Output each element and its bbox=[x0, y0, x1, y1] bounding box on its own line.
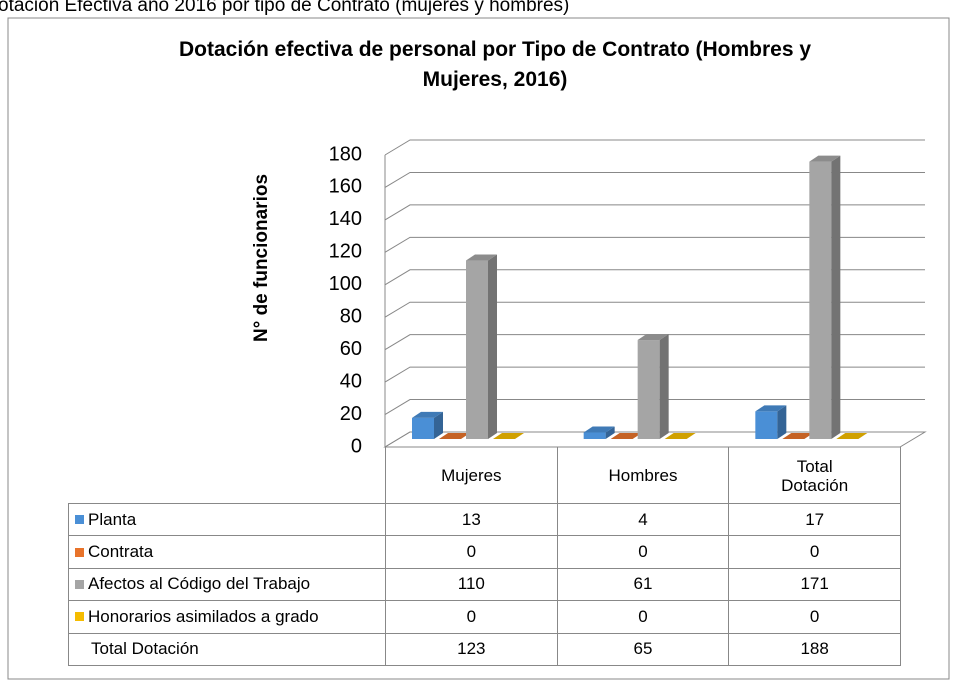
bar-top bbox=[610, 433, 642, 439]
bar bbox=[637, 334, 669, 439]
legend-key bbox=[75, 612, 84, 622]
legend-key bbox=[75, 547, 84, 557]
bar bbox=[782, 433, 814, 439]
bar-front bbox=[755, 411, 778, 439]
grid-line bbox=[384, 269, 925, 286]
table-cell: 0 bbox=[385, 535, 558, 569]
grid-line bbox=[384, 204, 925, 221]
bar-side bbox=[488, 254, 497, 439]
table-cell: 0 bbox=[728, 535, 901, 569]
category-header: Hombres bbox=[556, 447, 730, 504]
grid-line bbox=[384, 301, 925, 318]
bar-front bbox=[466, 260, 488, 439]
bar bbox=[583, 426, 615, 439]
bar bbox=[755, 405, 787, 439]
bar-side bbox=[605, 426, 615, 439]
table-row-label: Honorarios asimilados a grado bbox=[68, 600, 386, 634]
bar-side bbox=[434, 411, 443, 439]
bar bbox=[809, 155, 841, 439]
y-tick-label: 60 bbox=[340, 338, 362, 360]
y-tick-label: 180 bbox=[329, 143, 362, 165]
y-tick-label: 140 bbox=[329, 208, 362, 230]
bar bbox=[664, 433, 696, 439]
grid-line bbox=[384, 366, 925, 383]
bar bbox=[412, 411, 443, 439]
table-cell: 0 bbox=[556, 600, 730, 634]
bar-top bbox=[439, 433, 470, 439]
y-tick-label: 120 bbox=[329, 241, 362, 263]
y-tick-label: 80 bbox=[340, 306, 362, 328]
category-header: Mujeres bbox=[385, 447, 558, 504]
table-row-label: Planta bbox=[68, 503, 386, 537]
bar-front bbox=[412, 417, 434, 439]
bar bbox=[610, 433, 642, 439]
table-cell: 0 bbox=[385, 600, 558, 634]
bar-front bbox=[637, 340, 660, 439]
table-cell: 0 bbox=[728, 600, 901, 634]
y-tick-label: 40 bbox=[340, 370, 362, 392]
y-tick-label: 20 bbox=[340, 403, 362, 425]
y-tick-label: 100 bbox=[329, 273, 362, 295]
table-cell: 123 bbox=[385, 632, 558, 666]
bar-top bbox=[412, 411, 443, 418]
table-row-label: Afectos al Código del Trabajo bbox=[68, 567, 386, 602]
grid-line bbox=[384, 236, 925, 253]
bar-top bbox=[836, 433, 868, 439]
y-tick-label: 160 bbox=[329, 176, 362, 198]
grid-line bbox=[384, 399, 925, 415]
category-header: Total Dotación bbox=[728, 447, 901, 504]
grid-line bbox=[384, 139, 925, 156]
caption: otación Efectiva año 2016 por tipo de Co… bbox=[0, 0, 569, 16]
y-axis-label: N° de funcionarios bbox=[251, 174, 272, 342]
bar-top bbox=[637, 334, 669, 341]
bar bbox=[439, 433, 470, 439]
row-name: Honorarios asimilados a grado bbox=[88, 606, 319, 626]
table-cell: 61 bbox=[556, 567, 730, 602]
chart-frame bbox=[7, 17, 950, 680]
bar-side bbox=[831, 155, 841, 439]
chart-title: Dotación efectiva de personal por Tipo d… bbox=[179, 38, 811, 91]
bar bbox=[466, 254, 497, 439]
title-line: Mujeres, 2016) bbox=[423, 68, 568, 91]
bar-front bbox=[583, 432, 606, 439]
table-cell: 110 bbox=[385, 567, 558, 602]
bar-front bbox=[809, 161, 832, 439]
grid-line bbox=[384, 334, 925, 351]
bar-top bbox=[664, 433, 696, 439]
row-name: Total Dotación bbox=[91, 639, 199, 659]
grid-line bbox=[384, 171, 925, 188]
grid-line bbox=[384, 431, 925, 448]
bar-top bbox=[493, 433, 524, 439]
table-cell: 188 bbox=[728, 632, 901, 666]
bar-side bbox=[777, 405, 787, 439]
bar-top bbox=[466, 254, 497, 261]
row-name: Planta bbox=[88, 509, 137, 529]
bar-top bbox=[755, 405, 787, 412]
table-cell: 171 bbox=[728, 567, 901, 602]
table-row-label: Contrata bbox=[68, 535, 386, 569]
legend-key bbox=[75, 515, 84, 525]
table-row-label: Total Dotación bbox=[68, 632, 386, 666]
legend-key bbox=[75, 579, 84, 589]
y-tick-label: 0 bbox=[351, 435, 362, 457]
bar bbox=[836, 433, 868, 439]
table-cell: 0 bbox=[556, 535, 730, 569]
row-name: Contrata bbox=[88, 542, 154, 562]
title-line: Dotación efectiva de personal por Tipo d… bbox=[179, 38, 811, 61]
row-name: Afectos al Código del Trabajo bbox=[88, 574, 311, 594]
table-cell: 4 bbox=[556, 503, 730, 537]
table-cell: 17 bbox=[728, 503, 901, 537]
bar-top bbox=[782, 433, 814, 439]
table-cell: 13 bbox=[385, 503, 558, 537]
bar bbox=[493, 433, 524, 439]
bar-side bbox=[659, 334, 669, 439]
bar-top bbox=[583, 426, 615, 433]
table-cell: 65 bbox=[556, 632, 730, 666]
bar-top bbox=[809, 155, 841, 162]
